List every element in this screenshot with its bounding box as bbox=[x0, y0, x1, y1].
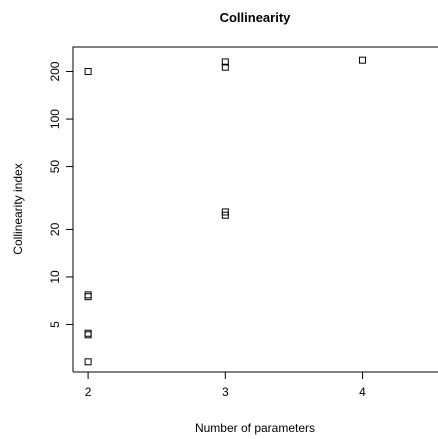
x-tick-label: 3 bbox=[222, 385, 229, 399]
chart-title: Collinearity bbox=[220, 10, 292, 25]
point bbox=[221, 63, 229, 71]
point bbox=[84, 293, 92, 301]
point bbox=[221, 211, 229, 219]
y-tick-label: 5 bbox=[48, 321, 62, 328]
point bbox=[84, 329, 92, 337]
plot-frame bbox=[72, 46, 438, 373]
y-tick-label: 200 bbox=[48, 61, 62, 81]
point bbox=[84, 291, 92, 299]
point bbox=[84, 358, 92, 366]
point bbox=[221, 58, 229, 66]
y-tick-label: 20 bbox=[48, 222, 62, 236]
point bbox=[359, 56, 367, 64]
point bbox=[84, 68, 92, 76]
y-axis-label: Collinearity index bbox=[11, 163, 25, 254]
point bbox=[84, 331, 92, 339]
y-tick-label: 50 bbox=[48, 160, 62, 174]
x-axis-label: Number of parameters bbox=[195, 421, 315, 435]
y-tick-label: 100 bbox=[48, 109, 62, 129]
x-tick-label: 2 bbox=[85, 385, 92, 399]
x-tick-label: 4 bbox=[359, 385, 366, 399]
y-tick-label: 10 bbox=[48, 270, 62, 284]
